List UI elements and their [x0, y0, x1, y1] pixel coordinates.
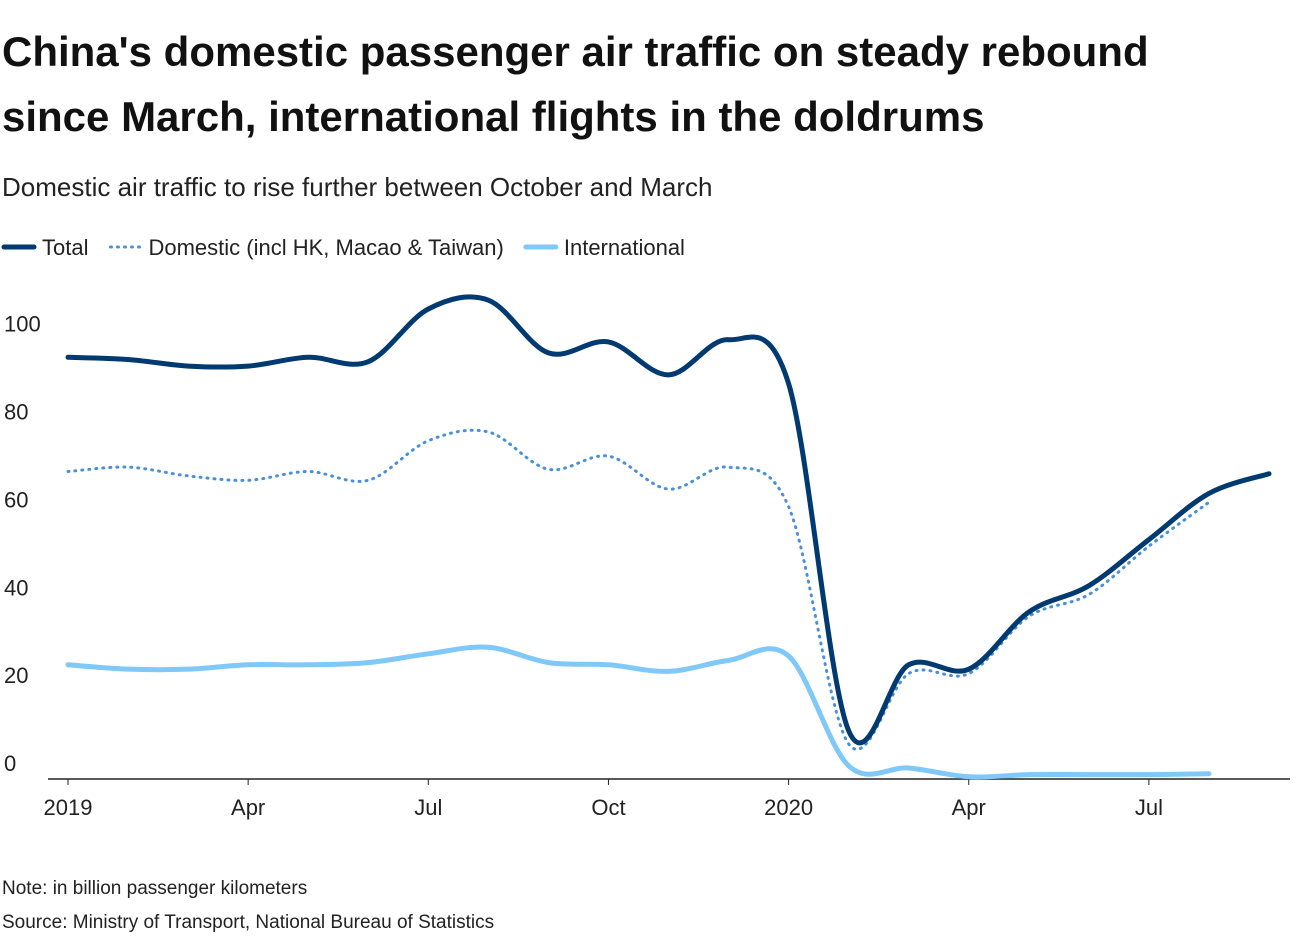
chart-title: China's domestic passenger air traffic o…	[2, 28, 1149, 75]
legend-label: Total	[42, 235, 88, 260]
legend-label: International	[564, 235, 685, 260]
x-tick-label: Jul	[414, 795, 442, 820]
line-series	[65, 644, 1212, 780]
y-tick-label: 20	[4, 663, 28, 688]
y-tick-label: 0	[4, 751, 16, 776]
x-tick-label: 2020	[764, 795, 813, 820]
y-tick-label: 60	[4, 487, 28, 512]
note: Note: in billion passenger kilometers	[2, 878, 307, 899]
chart-title: since March, international flights in th…	[2, 93, 984, 140]
line-series	[65, 294, 1272, 746]
y-tick-label: 80	[4, 400, 28, 425]
chart-subtitle: Domestic air traffic to rise further bet…	[2, 172, 712, 202]
legend-label: Domestic (incl HK, Macao & Taiwan)	[148, 235, 503, 260]
line-series	[66, 428, 1211, 751]
x-tick-label: 2019	[44, 795, 93, 820]
y-tick-label: 40	[4, 575, 28, 600]
x-tick-label: Apr	[231, 795, 265, 820]
x-tick-label: Apr	[952, 795, 986, 820]
x-tick-label: Jul	[1135, 795, 1163, 820]
x-tick-label: Oct	[591, 795, 625, 820]
source: Source: Ministry of Transport, National …	[2, 912, 494, 933]
y-tick-label: 100	[4, 312, 41, 337]
